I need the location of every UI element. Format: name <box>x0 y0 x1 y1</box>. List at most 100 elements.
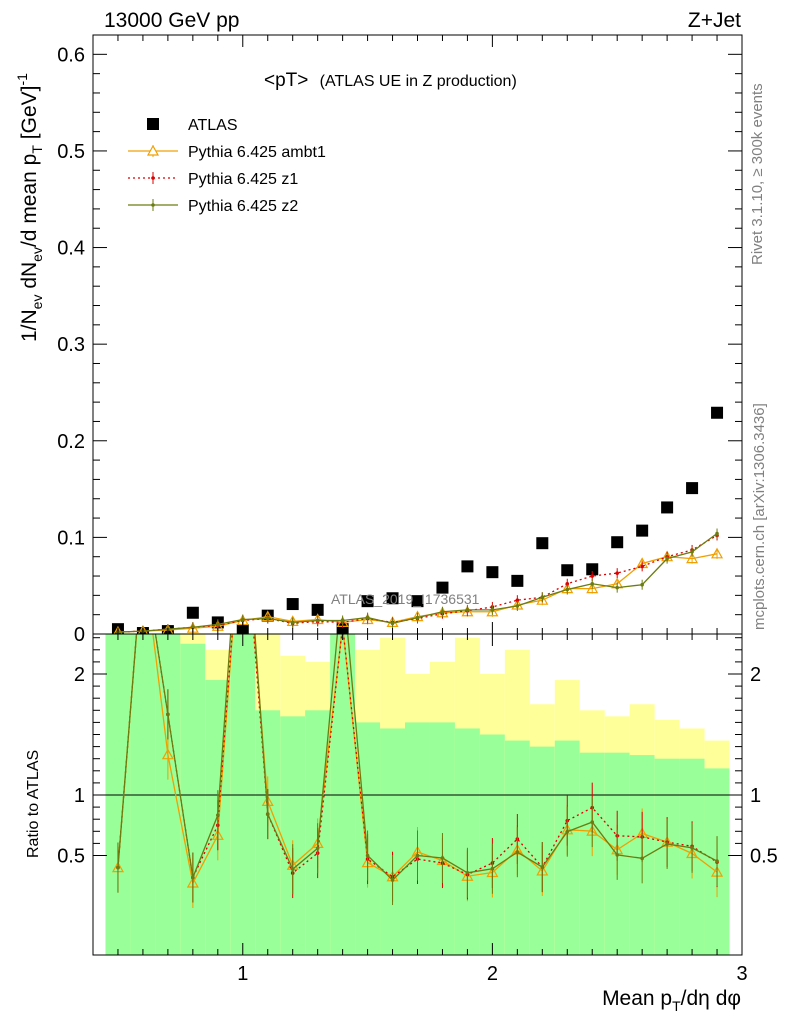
x-tick-label: 1 <box>237 963 248 985</box>
ratio-point <box>690 846 694 850</box>
ratio-point <box>490 866 495 871</box>
ratio-point <box>216 813 220 817</box>
ratio-point <box>640 856 644 861</box>
analysis-watermark: ATLAS_2019_I1736531 <box>331 591 480 607</box>
series-point <box>390 621 395 626</box>
ratio-point <box>365 853 370 858</box>
atlas-data-point <box>711 406 724 419</box>
ratio-tick-label-left: 1 <box>74 785 85 807</box>
series-point <box>315 618 320 623</box>
ratio-tick-label-right: 0.5 <box>750 846 778 868</box>
ratio-point <box>590 820 595 824</box>
atlas-data-point <box>661 501 674 514</box>
x-tick-label: 2 <box>487 963 498 985</box>
series-point <box>515 604 520 608</box>
header-right: Z+Jet <box>688 9 741 32</box>
series-point <box>486 605 499 617</box>
ratio-band-inner <box>380 728 406 955</box>
atlas-data-point <box>511 574 524 587</box>
series-point <box>465 608 470 612</box>
series-point <box>440 609 445 614</box>
series-point <box>265 616 270 621</box>
y-tick-label: 0.6 <box>57 44 85 66</box>
y-axis-label: 1/Nev dNev/d mean pT [GeV]-1 <box>14 73 45 342</box>
series-point <box>490 608 495 612</box>
ratio-tick-label-left: 2 <box>74 664 85 686</box>
atlas-data-point <box>561 564 574 577</box>
axis-ticks <box>93 35 743 955</box>
ratio-point <box>265 812 270 816</box>
ratio-point <box>440 856 445 860</box>
ratio-point <box>116 865 120 870</box>
ratio-tick-label-left: 0.5 <box>57 846 85 868</box>
ratio-point <box>290 867 295 871</box>
atlas-data-point <box>536 537 549 550</box>
series-point <box>540 595 545 600</box>
ratio-tick-label-right: 2 <box>750 664 761 686</box>
atlas-data-point <box>186 606 199 619</box>
legend-marker <box>146 144 160 156</box>
series-point <box>216 622 220 627</box>
atlas-data-point <box>461 560 474 573</box>
atlas-data-point <box>611 536 624 549</box>
atlas-data-point <box>411 595 424 608</box>
ratio-axis-label: Ratio to ATLAS <box>25 750 42 858</box>
series-point <box>565 581 570 586</box>
ratio-point <box>715 859 719 863</box>
series-point <box>615 585 619 590</box>
atlas-data-point <box>286 598 299 611</box>
header-left: 13000 GeV pp <box>104 9 239 32</box>
series-point <box>690 550 694 554</box>
ratio-point <box>191 875 195 880</box>
legend-label: ATLAS <box>188 117 238 134</box>
ratio-point <box>161 748 174 760</box>
atlas-data-point <box>686 482 699 495</box>
legend-label: Pythia 6.425 ambt1 <box>188 144 326 161</box>
ratio-point <box>540 865 545 869</box>
series-point <box>686 552 699 564</box>
series-point <box>586 582 599 594</box>
chart-title: <pT> (ATLAS UE in Z production) <box>264 70 517 91</box>
atlas-data-point <box>436 581 449 594</box>
ratio-point <box>665 842 669 846</box>
series-point <box>340 618 345 623</box>
ratio-band-inner <box>454 728 480 955</box>
y-tick-label: 0.3 <box>57 334 85 356</box>
series-point <box>365 615 370 620</box>
series-point <box>640 564 644 569</box>
series-point <box>536 593 549 605</box>
series-point <box>191 625 195 630</box>
ratio-point <box>315 846 320 851</box>
ratio-point <box>515 850 520 854</box>
main-series <box>111 406 724 634</box>
legend-marker <box>151 176 155 180</box>
series-point <box>415 615 420 620</box>
atlas-data-point <box>586 563 599 576</box>
atlas-data-point <box>361 595 374 608</box>
atlas-data-point <box>486 566 499 579</box>
chart-title-sub: (ATLAS UE in Z production) <box>320 73 517 90</box>
ratio-point <box>390 878 395 882</box>
legend-label: Pythia 6.425 z1 <box>188 171 298 188</box>
series-point <box>640 582 644 587</box>
mcplots-label: mcplots.cern.ch [arXiv:1306.3436] <box>751 403 768 630</box>
x-tick-label: 3 <box>736 963 747 985</box>
ratio-tick-label-right: 1 <box>750 785 761 807</box>
series-point <box>615 571 619 575</box>
series-point <box>565 587 570 592</box>
atlas-data-point <box>311 603 324 616</box>
ratio-band-inner <box>180 643 206 955</box>
ratio-point <box>166 712 170 717</box>
rivet-label: Rivet 3.1.10, ≥ 300k events <box>749 83 766 265</box>
y-tick-label: 0 <box>74 624 85 646</box>
ratio-point <box>465 870 470 875</box>
series-point <box>590 581 595 586</box>
x-axis-label: Mean pT/dη dφ <box>602 987 741 1014</box>
ratio-band-inner <box>280 716 306 955</box>
ratio-series <box>111 634 724 908</box>
chart-title-main: <pT> <box>264 70 308 91</box>
ratio-point <box>615 853 619 857</box>
ratio-point <box>565 829 570 834</box>
legend-marker <box>151 203 155 207</box>
